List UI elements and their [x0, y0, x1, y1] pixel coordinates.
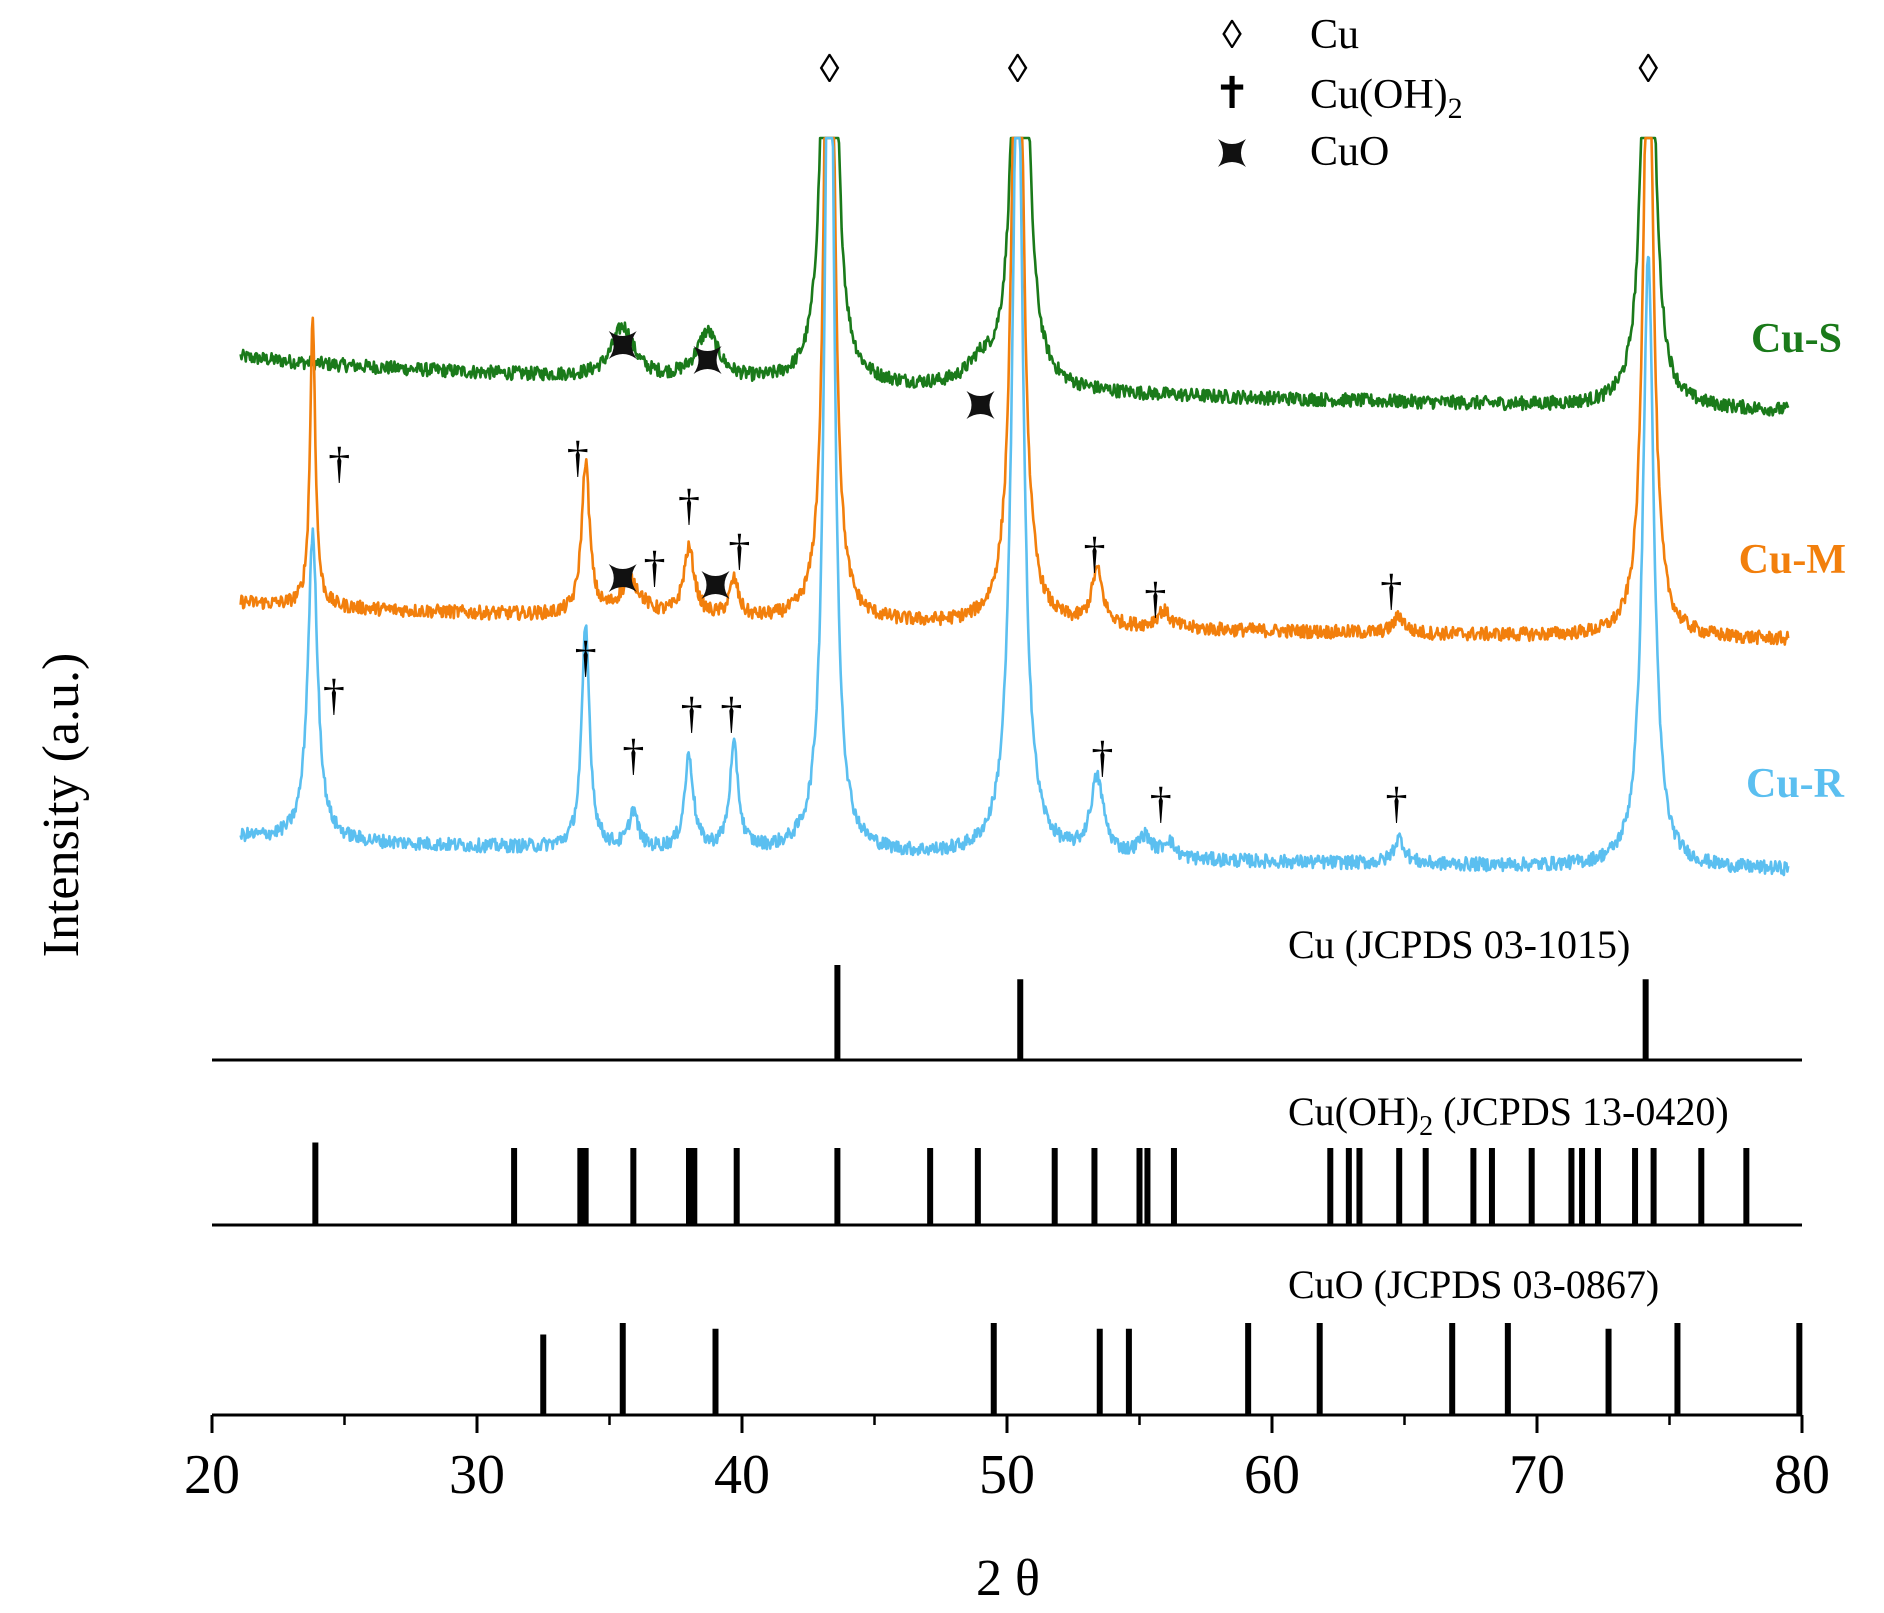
series-label-cu-m: Cu-M [1739, 537, 1846, 583]
cuoh2-peak-marker: † [1380, 566, 1402, 615]
cuoh2-peak-marker: † [323, 671, 345, 720]
x-tick-label: 30 [449, 1444, 505, 1506]
cu-peak-marker: ◊ [1008, 46, 1028, 91]
cuoh2-peak-marker: † [1083, 529, 1105, 578]
legend-label: Cu [1310, 12, 1359, 58]
x-tick-label: 40 [714, 1444, 770, 1506]
x-tick-label: 80 [1774, 1444, 1830, 1506]
cuo-peak-marker [608, 564, 637, 592]
cuoh2-peak-marker: † [681, 689, 703, 738]
y-axis-label: Intensity (a.u.) [33, 653, 90, 958]
cuoh2-peak-marker: † [1386, 779, 1408, 828]
cuoh2-peak-marker: † [644, 543, 666, 592]
reference-label: CuO (JCPDS 03-0867) [1288, 1262, 1659, 1307]
reference-label-tail: (JCPDS 13-0420) [1433, 1089, 1729, 1134]
legend-label-sub: 2 [1448, 92, 1463, 125]
peak-markers: ◊ ◊ ◊† †††† †† ††††† ††† † [323, 46, 1659, 828]
reference-patterns: Cu (JCPDS 03-1015) Cu(OH)2 (JCPDS 13-0420… [212, 922, 1803, 1417]
x-axis-label: 2 θ [976, 1550, 1040, 1607]
x-tick-label: 70 [1509, 1444, 1565, 1506]
reference-label-sub: 2 [1419, 1111, 1433, 1142]
cuoh2-peak-marker: † [575, 633, 597, 682]
reference-label-main: Cu (JCPDS 03-1015) [1288, 922, 1630, 967]
cuoh2-peak-marker: † [622, 731, 644, 780]
cuoh2-peak-marker: † [1150, 779, 1172, 828]
legend-label-main: Cu [1310, 12, 1359, 58]
x-axis: 20 30 40 50 60 70 80 [184, 1415, 1830, 1506]
series-label-cu-s: Cu-S [1751, 316, 1842, 362]
x-tick-label: 60 [1244, 1444, 1300, 1506]
cuo-peak-marker [966, 391, 995, 419]
legend-label: CuO [1310, 129, 1389, 175]
reference-label: Cu(OH)2 (JCPDS 13-0420) [1288, 1089, 1729, 1142]
reference-label: Cu (JCPDS 03-1015) [1288, 922, 1630, 967]
cuo-peak-marker [693, 346, 722, 374]
cuo-peak-marker [608, 331, 637, 359]
legend-cuo-marker [1218, 139, 1246, 167]
series-label-cu-r: Cu-R [1746, 761, 1845, 807]
xrd-series: Cu-S Cu-M Cu-R [239, 136, 1846, 877]
cuoh2-peak-marker: † [328, 439, 350, 488]
legend-label: Cu(OH)2 [1310, 72, 1463, 125]
legend-dagger-marker: ✝ [1214, 69, 1251, 118]
cuoh2-peak-marker: † [1091, 733, 1113, 782]
x-tick-label: 20 [184, 1444, 240, 1506]
cuoh2-peak-marker: † [678, 481, 700, 530]
legend-diamond-marker: ◊ [1222, 12, 1242, 57]
legend-label-main: Cu(OH) [1310, 72, 1448, 118]
legend-label-main: CuO [1310, 129, 1389, 175]
cuoh2-peak-marker: † [720, 689, 742, 738]
reference-label-main: CuO (JCPDS 03-0867) [1288, 1262, 1659, 1307]
reference-label-main: Cu(OH) [1288, 1089, 1419, 1134]
cuoh2-peak-marker: † [567, 433, 589, 482]
series-line-cu-r [239, 136, 1790, 877]
cuo-peak-marker [701, 571, 730, 599]
cu-peak-marker: ◊ [1638, 46, 1658, 91]
x-tick-label: 50 [979, 1444, 1035, 1506]
cuoh2-peak-marker: † [728, 526, 750, 575]
cuoh2-peak-marker: † [1144, 574, 1166, 623]
cu-peak-marker: ◊ [820, 46, 840, 91]
